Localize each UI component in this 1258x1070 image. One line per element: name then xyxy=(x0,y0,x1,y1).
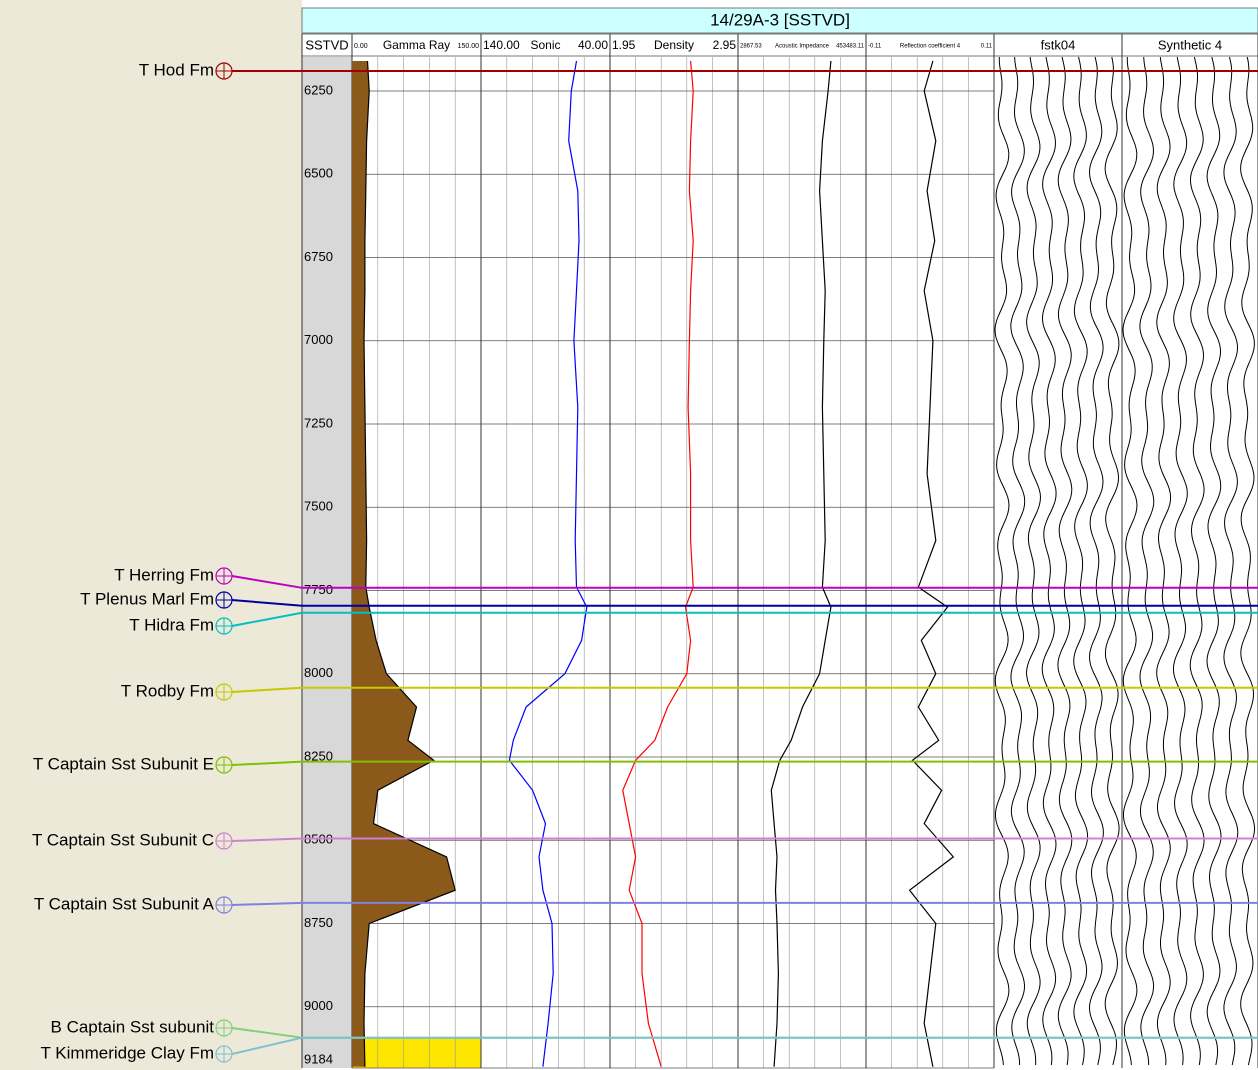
y-tick-label: 9184 xyxy=(304,1051,333,1066)
seismic-trace xyxy=(1025,56,1042,1066)
formation-connector xyxy=(231,760,303,766)
formation-connector xyxy=(231,611,303,627)
track-max-label: 2.95 xyxy=(713,38,737,52)
seismic-trace xyxy=(1010,56,1026,1066)
log-panel xyxy=(302,0,1258,1070)
seismic-trace xyxy=(1104,56,1120,1066)
formation-connector xyxy=(231,575,303,589)
lithology-block xyxy=(352,1038,481,1068)
curve-fill xyxy=(352,60,456,1067)
seismic-trace xyxy=(1088,56,1104,1066)
formation-connector xyxy=(231,1036,303,1055)
log-curve xyxy=(770,60,832,1067)
seismic-trace xyxy=(1189,56,1205,1066)
seismic-trace xyxy=(994,57,1010,1066)
y-tick-label: 7000 xyxy=(304,332,333,347)
formation-connector xyxy=(231,1027,303,1039)
title-bar xyxy=(301,7,1258,34)
seismic-trace xyxy=(1122,57,1138,1066)
formation-connector xyxy=(231,599,303,607)
y-tick-label: 7500 xyxy=(304,499,333,514)
y-tick-label: 6500 xyxy=(304,166,333,181)
y-tick-label: 7250 xyxy=(304,415,333,430)
log-curve xyxy=(363,60,456,1067)
log-curve xyxy=(908,60,955,1067)
formation-label: B Captain Sst subunit xyxy=(51,1017,215,1036)
log-curve xyxy=(508,60,588,1067)
track-min-label: -0.11 xyxy=(868,44,882,50)
formation-label: T Captain Sst Subunit C xyxy=(32,830,214,849)
formation-label: T Hidra Fm xyxy=(129,615,214,634)
track-min-label: 1.95 xyxy=(612,38,636,52)
seismic-trace xyxy=(1240,56,1256,1066)
formation-connector xyxy=(231,686,303,693)
formation-connector xyxy=(231,837,303,842)
seismic-trace xyxy=(1172,56,1188,1066)
track-max-label: 0.11 xyxy=(981,44,993,50)
y-tick-label: 6750 xyxy=(304,249,333,264)
track-header: Synthetic 4 xyxy=(1158,37,1222,52)
seismic-trace xyxy=(1223,56,1239,1066)
track-header: Density xyxy=(654,38,694,52)
seismic-trace xyxy=(1206,56,1222,1066)
formation-label: T Captain Sst Subunit A xyxy=(34,894,215,913)
track-header: Gamma Ray xyxy=(383,38,450,52)
track-header: Acoustic Impedance xyxy=(775,44,830,50)
track-min-label: 2867.53 xyxy=(740,44,762,50)
y-tick-label: 8000 xyxy=(304,665,333,680)
y-tick-label: 7750 xyxy=(304,582,333,597)
formation-label: T Captain Sst Subunit E xyxy=(33,754,214,773)
track-header: fstk04 xyxy=(1041,37,1076,52)
formation-label: T Hod Fm xyxy=(139,60,214,79)
seismic-trace xyxy=(1041,56,1057,1066)
track-max-label: 150.00 xyxy=(458,43,480,50)
track-header: Sonic xyxy=(530,38,560,52)
track-header: Reflection coefficient 4 xyxy=(900,44,961,50)
track-max-label: 453483.11 xyxy=(836,44,865,50)
formation-label: T Kimmeridge Clay Fm xyxy=(41,1043,215,1062)
y-tick-label: 8250 xyxy=(304,748,333,763)
seismic-trace xyxy=(1139,56,1155,1066)
formation-label: T Rodby Fm xyxy=(121,681,214,700)
track-max-label: 40.00 xyxy=(578,38,608,52)
formation-connector xyxy=(231,901,303,906)
formation-label: T Herring Fm xyxy=(114,565,214,584)
log-curve xyxy=(622,60,694,1067)
y-tick-label: 6250 xyxy=(304,82,333,97)
y-tick-label: 9000 xyxy=(304,998,333,1013)
seismic-trace xyxy=(1156,56,1172,1066)
depth-track xyxy=(302,57,352,1068)
track-min-label: 140.00 xyxy=(483,38,520,52)
seismic-trace xyxy=(1057,56,1073,1066)
track-min-label: 0.00 xyxy=(354,43,368,50)
chart-title: 14/29A-3 [SSTVD] xyxy=(710,10,850,29)
seismic-trace xyxy=(1073,56,1089,1066)
formation-label: T Plenus Marl Fm xyxy=(80,589,214,608)
y-tick-label: 8750 xyxy=(304,915,333,930)
track-header: SSTVD xyxy=(305,37,348,52)
